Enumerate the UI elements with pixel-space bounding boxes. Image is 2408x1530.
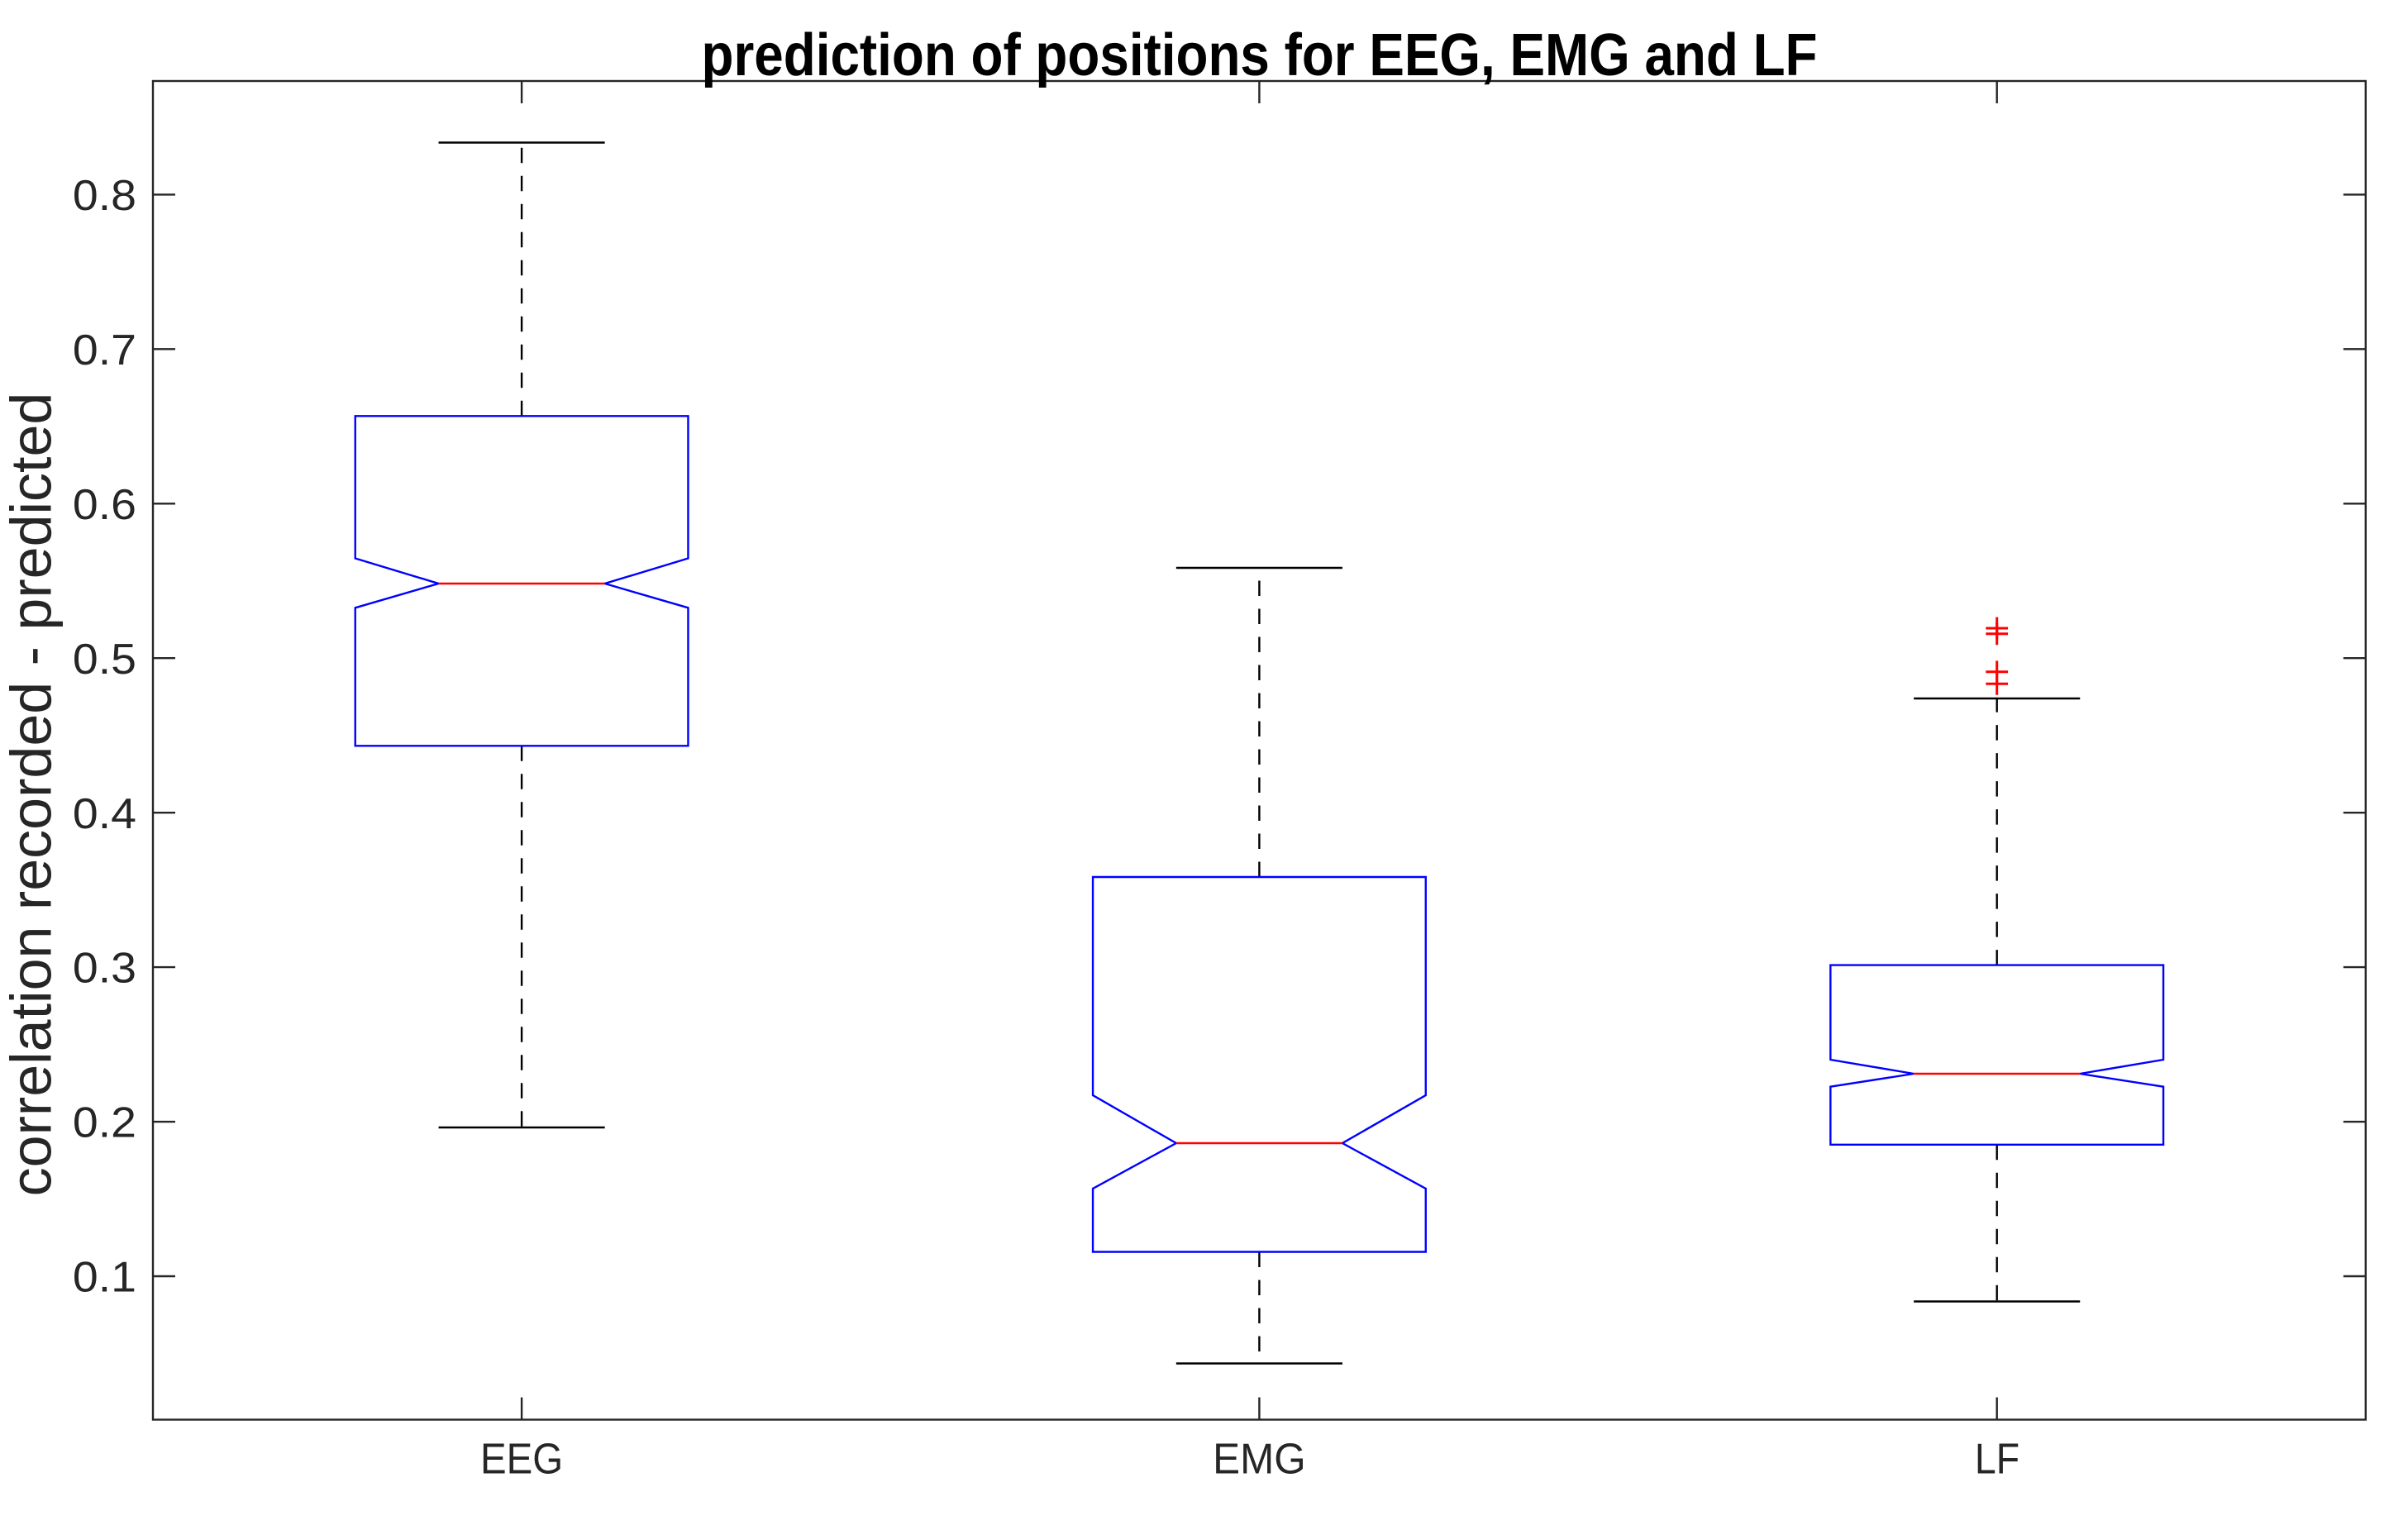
svg-text:0.7: 0.7 (73, 327, 136, 374)
svg-text:0.3: 0.3 (73, 945, 136, 992)
svg-text:correlation recorded - predict: correlation recorded - predicted (0, 393, 64, 1197)
svg-text:EEG: EEG (480, 1435, 563, 1483)
svg-text:EMG: EMG (1213, 1435, 1305, 1483)
svg-text:0.2: 0.2 (73, 1099, 136, 1146)
svg-text:0.5: 0.5 (73, 636, 136, 684)
svg-text:0.8: 0.8 (73, 173, 136, 220)
svg-text:0.4: 0.4 (73, 791, 136, 838)
svg-text:0.6: 0.6 (73, 482, 136, 529)
svg-text:0.1: 0.1 (73, 1254, 136, 1301)
svg-text:LF: LF (1975, 1435, 2019, 1483)
svg-text:prediction of positions for EE: prediction of positions for EEG, EMG and… (702, 21, 1818, 88)
